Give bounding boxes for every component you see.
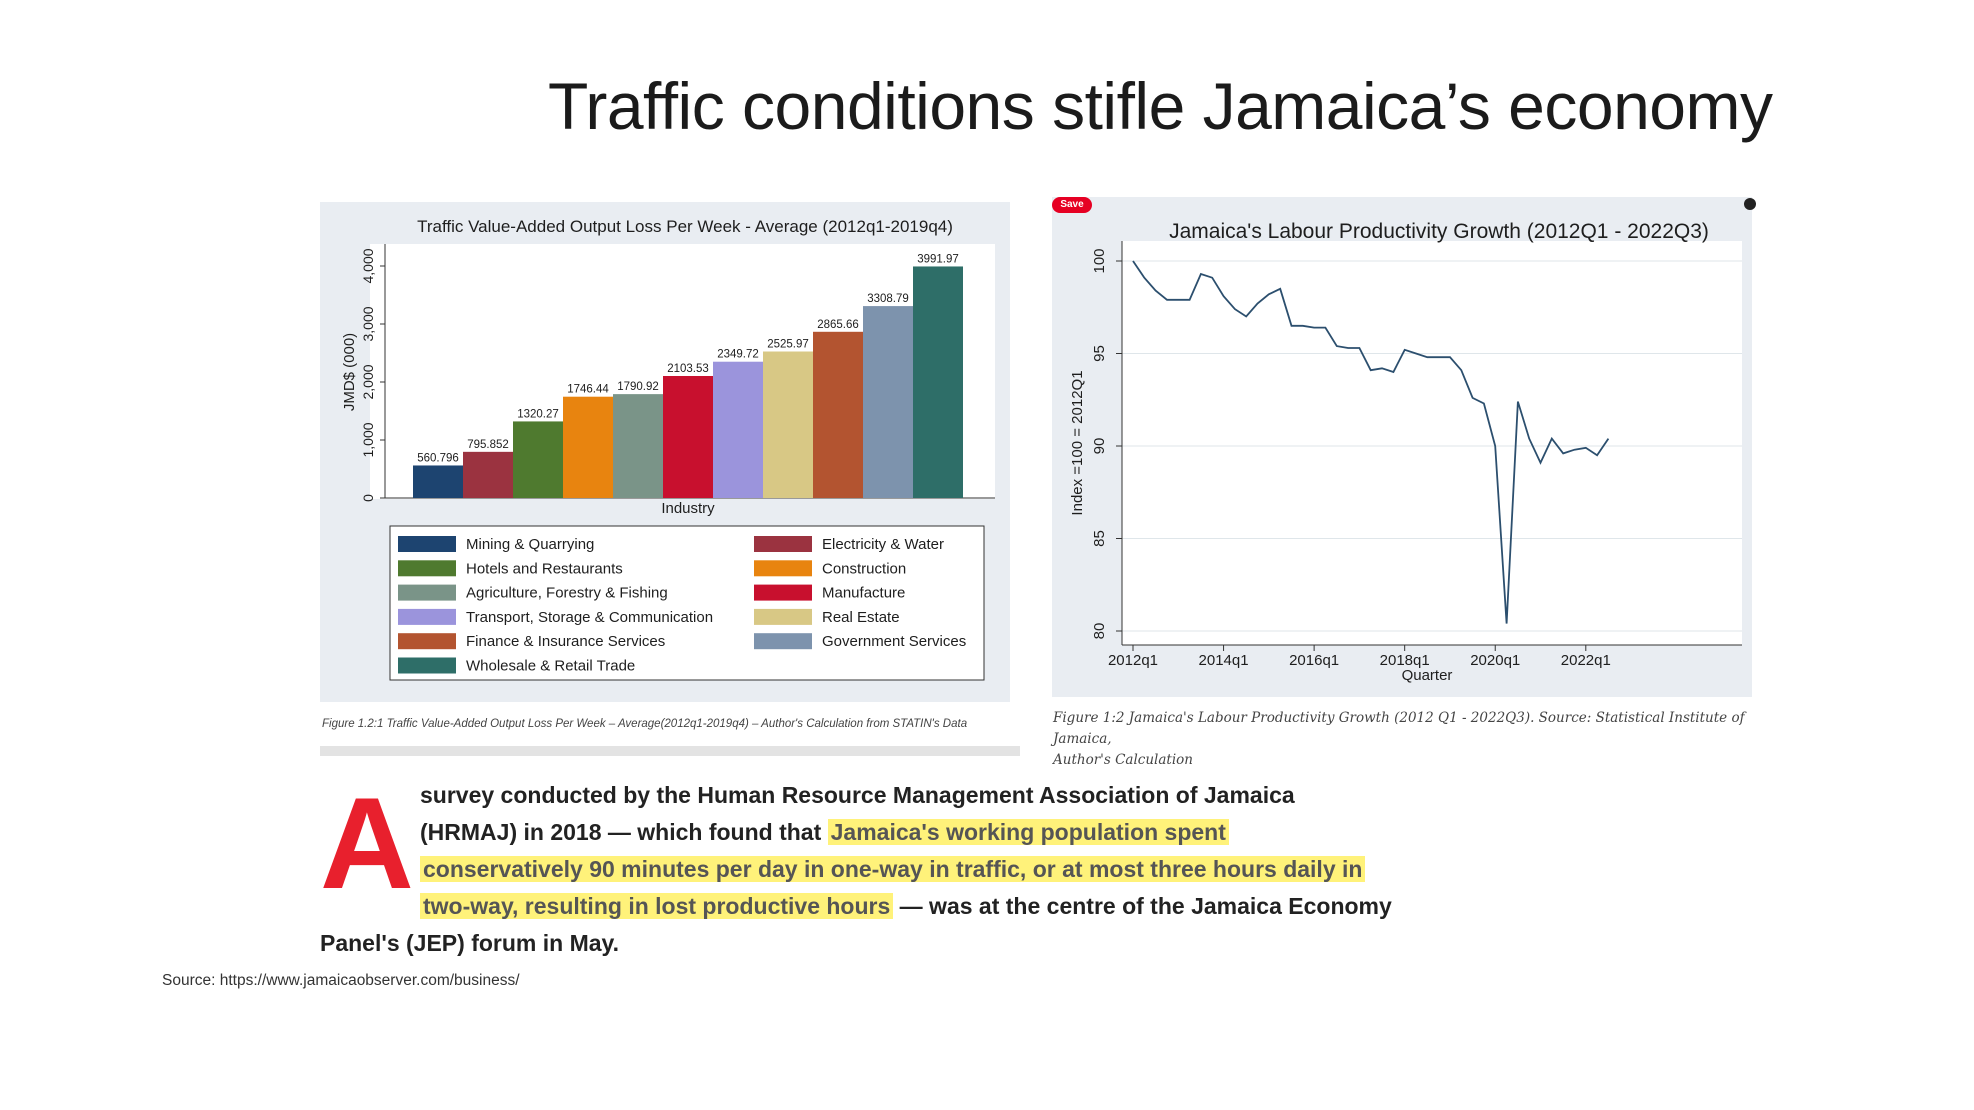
bar-value-label: 2103.53 (667, 363, 709, 375)
highlight-1: Jamaica's working population spent (827, 819, 1229, 845)
bar-y-tick-label: 2,000 (360, 364, 376, 399)
bar-y-axis-label: JMD$ (000) (341, 333, 358, 411)
bar-legend-swatch (398, 536, 456, 552)
bar-legend-label: Finance & Insurance Services (466, 633, 665, 650)
source-link[interactable]: Source: https://www.jamaicaobserver.com/… (162, 972, 520, 989)
bar-y-tick-label: 3,000 (360, 306, 376, 341)
bar-legend-swatch (754, 536, 812, 552)
bar-y-tick-label: 1,000 (360, 422, 376, 457)
caption-right-line2: Author's Calculation (1053, 752, 1193, 768)
divider (320, 746, 1020, 756)
line-y-tick-label: 90 (1091, 438, 1108, 455)
bar-chart-title: Traffic Value-Added Output Loss Per Week… (417, 217, 953, 236)
article-line-4-text: — was at the centre of the Jamaica Econo… (893, 893, 1392, 919)
bar-chart-panel: Traffic Value-Added Output Loss Per Week… (320, 202, 1010, 702)
bar-legend-label: Electricity & Water (822, 536, 944, 553)
bar-value-label: 1746.44 (567, 384, 609, 396)
figure-caption-left: Figure 1.2:1 Traffic Value-Added Output … (322, 718, 968, 730)
line-x-tick-label: 2016q1 (1289, 652, 1339, 669)
bar-legend-label: Mining & Quarrying (466, 536, 594, 553)
bar-value-label: 1320.27 (517, 408, 559, 420)
line-chart: Jamaica's Labour Productivity Growth (20… (1052, 197, 1752, 697)
bar-value-label: 2349.72 (717, 349, 759, 361)
line-y-tick-label: 85 (1091, 530, 1108, 547)
bar-legend-swatch (398, 657, 456, 674)
page-title: Traffic conditions stifle Jamaica’s econ… (548, 69, 1773, 143)
bar-value-label: 560.796 (417, 452, 459, 464)
line-x-tick-label: 2018q1 (1380, 652, 1430, 669)
bar-legend-label: Wholesale & Retail Trade (466, 658, 635, 675)
bar-8 (763, 351, 813, 498)
bar-x-axis-label: Industry (661, 500, 715, 517)
bar-legend-label: Real Estate (822, 609, 900, 626)
line-x-tick-label: 2020q1 (1470, 652, 1520, 669)
bar-chart: Traffic Value-Added Output Loss Per Week… (320, 202, 1010, 702)
bar-legend-label: Government Services (822, 633, 966, 650)
line-chart-title: Jamaica's Labour Productivity Growth (20… (1169, 220, 1709, 243)
article-line-2-text: (HRMAJ) in 2018 — which found that (420, 819, 828, 845)
bar-legend-swatch (754, 560, 812, 577)
bar-value-label: 2865.66 (817, 319, 859, 331)
bar-4 (563, 396, 613, 498)
bar-9 (813, 331, 863, 498)
bar-legend-swatch (754, 608, 812, 625)
caption-right-line1: Figure 1:2 Jamaica's Labour Productivity… (1053, 710, 1745, 747)
article-line-3: conservatively 90 minutes per day in one… (420, 854, 1366, 884)
article-line-5: Panel's (JEP) forum in May. (320, 930, 619, 956)
bar-y-tick-label: 4,000 (360, 248, 376, 283)
bar-legend-label: Agriculture, Forestry & Fishing (466, 585, 668, 602)
save-button[interactable]: Save (1052, 197, 1092, 213)
bar-legend-swatch (754, 584, 812, 601)
bar-value-label: 1790.92 (617, 381, 659, 393)
bar-2 (463, 451, 513, 498)
figure-caption-right: Figure 1:2 Jamaica's Labour Productivity… (1053, 708, 1753, 771)
line-x-tick-label: 2014q1 (1199, 652, 1249, 669)
bar-value-label: 3308.79 (867, 293, 909, 305)
line-y-tick-label: 100 (1091, 248, 1108, 273)
line-x-axis-label: Quarter (1402, 667, 1453, 684)
bar-3 (513, 421, 563, 498)
bar-1 (413, 465, 463, 498)
bar-legend-swatch (398, 584, 456, 601)
bar-value-label: 2525.97 (767, 338, 809, 350)
bar-legend-label: Construction (822, 560, 906, 577)
line-y-axis-label: Index =100 = 2012Q1 (1069, 370, 1086, 515)
line-y-tick-label: 80 (1091, 623, 1108, 640)
line-y-tick-label: 95 (1091, 345, 1108, 362)
bar-10 (863, 306, 913, 498)
line-x-tick-label: 2012q1 (1108, 652, 1158, 669)
bar-value-label: 795.852 (467, 439, 509, 451)
line-x-tick-label: 2022q1 (1561, 652, 1611, 669)
bar-7 (713, 361, 763, 498)
bar-legend-label: Hotels and Restaurants (466, 560, 623, 577)
highlight-2: conservatively 90 minutes per day in one… (420, 856, 1366, 882)
bar-legend-swatch (398, 560, 456, 577)
article-line-1: survey conducted by the Human Resource M… (420, 782, 1295, 808)
line-series-productivity (1132, 260, 1610, 624)
help-icon[interactable] (1744, 198, 1756, 210)
bar-y-tick-label: 0 (360, 494, 376, 502)
line-plot-area (1122, 241, 1742, 645)
line-chart-panel: Jamaica's Labour Productivity Growth (20… (1052, 197, 1752, 697)
bar-value-label: 3991.97 (917, 253, 959, 265)
bar-legend-box (389, 525, 985, 681)
article-line-2: (HRMAJ) in 2018 — which found that Jamai… (420, 817, 1229, 847)
bar-11 (913, 266, 963, 498)
article-line-4: two-way, resulting in lost productive ho… (420, 891, 1392, 921)
highlight-3: two-way, resulting in lost productive ho… (420, 893, 894, 919)
bar-legend-swatch (754, 633, 812, 650)
drop-cap: A (320, 770, 414, 916)
bar-legend-label: Manufacture (822, 585, 905, 602)
bar-legend-swatch (398, 608, 456, 625)
bar-5 (613, 394, 663, 498)
bar-6 (663, 375, 713, 498)
bar-legend-swatch (398, 633, 456, 650)
bar-legend-label: Transport, Storage & Communication (466, 609, 713, 626)
